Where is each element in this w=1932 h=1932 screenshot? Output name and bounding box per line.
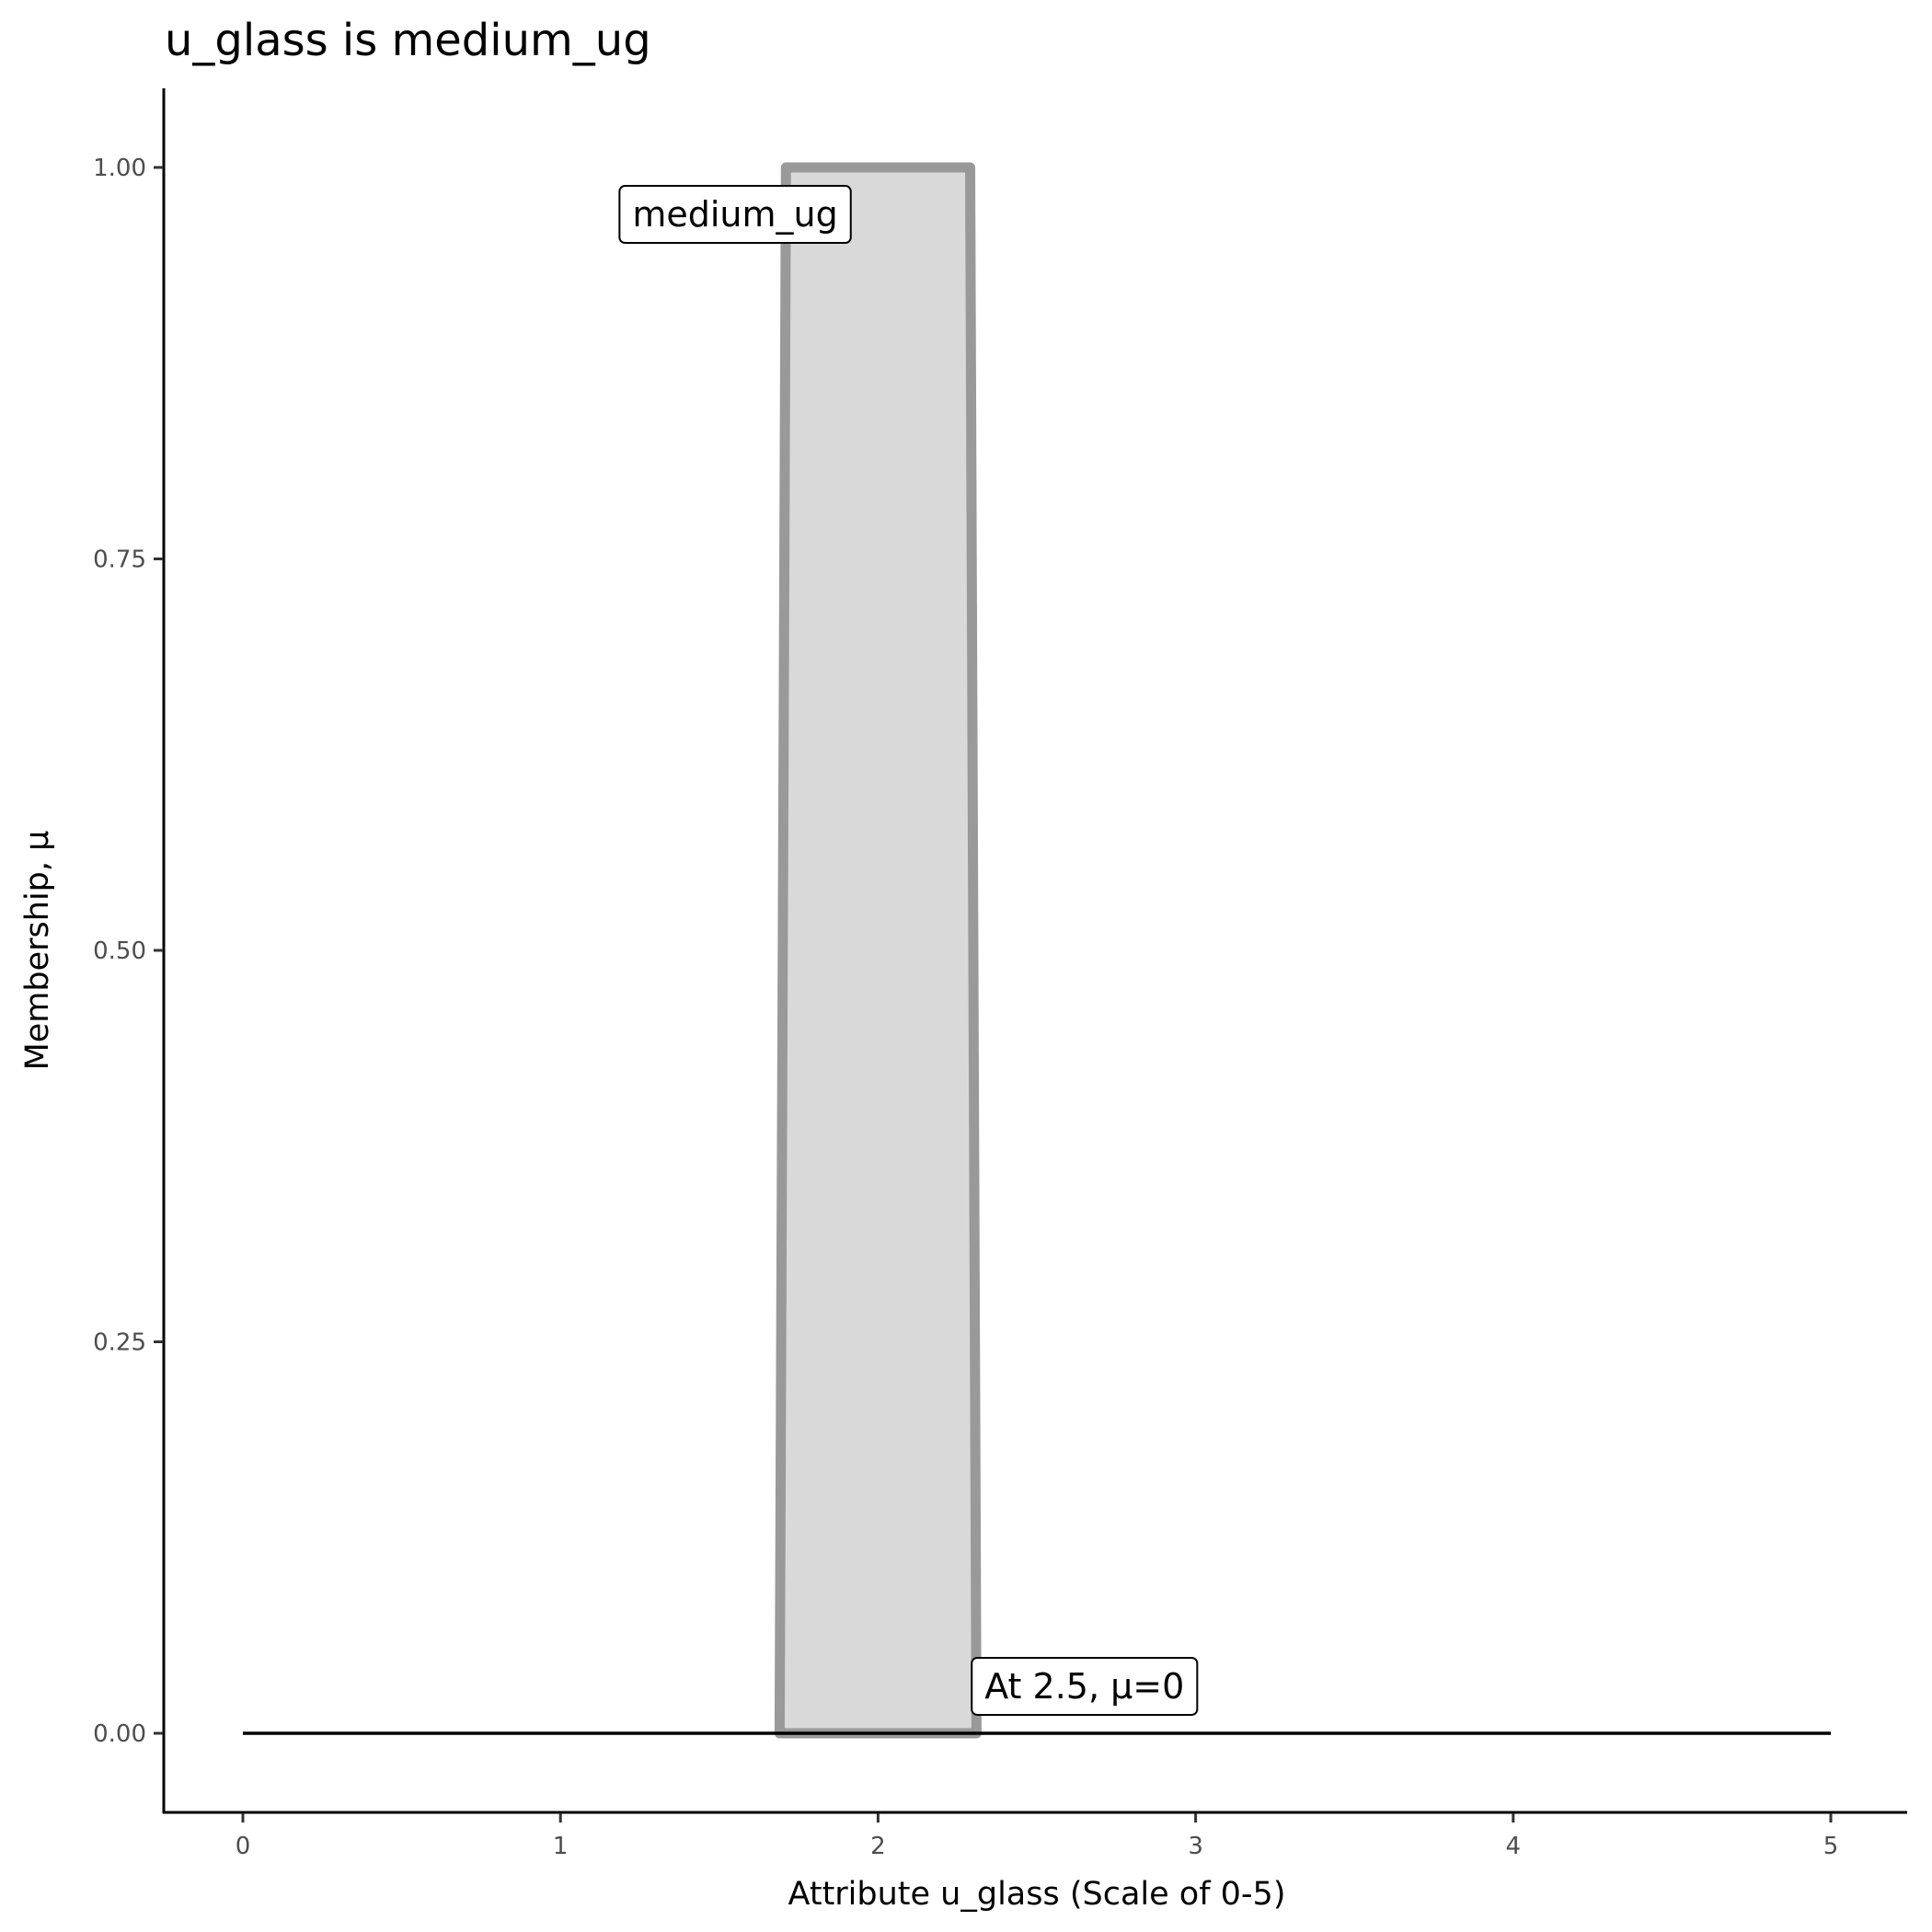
plot-area bbox=[243, 162, 1831, 1739]
x-tick-label: 2 bbox=[870, 1833, 886, 1860]
annotation-label: medium_ug bbox=[618, 185, 852, 245]
x-tick-label: 4 bbox=[1506, 1833, 1522, 1860]
y-axis-ticks: 0.00 0.25 0.50 0.75 1.00 bbox=[93, 155, 163, 1748]
x-tick-label: 3 bbox=[1188, 1833, 1203, 1860]
x-tick-label: 5 bbox=[1823, 1833, 1839, 1860]
x-tick-label: 0 bbox=[236, 1833, 251, 1860]
y-tick-label: 1.00 bbox=[93, 155, 146, 182]
membership-area-medium_ug bbox=[774, 162, 982, 1739]
y-tick-label: 0.75 bbox=[93, 546, 146, 574]
annotation-text: At 2.5, μ=0 bbox=[984, 1666, 1184, 1707]
annotation-label: At 2.5, μ=0 bbox=[971, 1656, 1199, 1716]
annotation-box bbox=[618, 185, 852, 245]
y-tick-label: 0.50 bbox=[93, 937, 146, 965]
x-axis-title: Attribute u_glass (Scale of 0-5) bbox=[788, 1876, 1286, 1913]
x-axis-ticks: 0 1 2 3 4 5 bbox=[236, 1813, 1839, 1860]
annotations: medium_ug At 2.5, μ=0 bbox=[618, 185, 1199, 1716]
chart-title: u_glass is medium_ug bbox=[165, 15, 651, 66]
x-tick-label: 1 bbox=[553, 1833, 569, 1860]
annotation-text: medium_ug bbox=[632, 194, 837, 235]
annotation-box bbox=[971, 1656, 1199, 1716]
y-axis-title: Membership, μ bbox=[19, 831, 56, 1071]
y-tick-label: 0.00 bbox=[93, 1720, 146, 1748]
y-tick-label: 0.25 bbox=[93, 1329, 146, 1357]
